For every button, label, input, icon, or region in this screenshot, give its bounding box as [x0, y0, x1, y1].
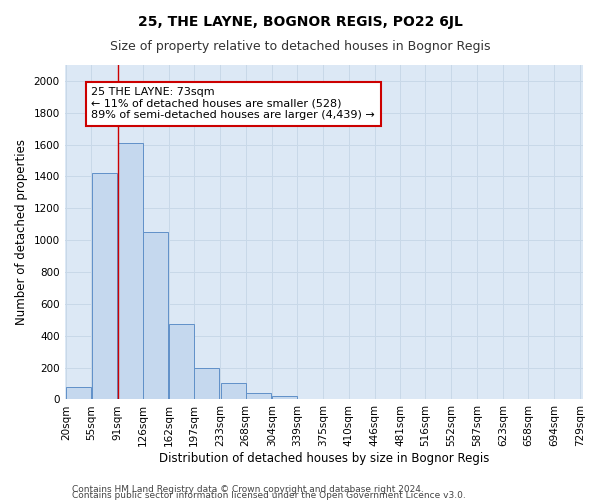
Bar — [221, 382, 245, 400]
Bar — [118, 143, 143, 400]
Bar — [66, 386, 91, 400]
Bar — [92, 174, 116, 400]
Y-axis label: Number of detached properties: Number of detached properties — [15, 139, 28, 325]
Bar — [246, 393, 271, 400]
Bar — [272, 396, 297, 400]
Text: 25, THE LAYNE, BOGNOR REGIS, PO22 6JL: 25, THE LAYNE, BOGNOR REGIS, PO22 6JL — [137, 15, 463, 29]
Text: Size of property relative to detached houses in Bognor Regis: Size of property relative to detached ho… — [110, 40, 490, 53]
Text: Contains HM Land Registry data © Crown copyright and database right 2024.: Contains HM Land Registry data © Crown c… — [72, 486, 424, 494]
Bar — [194, 368, 220, 400]
X-axis label: Distribution of detached houses by size in Bognor Regis: Distribution of detached houses by size … — [159, 452, 489, 465]
Text: 25 THE LAYNE: 73sqm
← 11% of detached houses are smaller (528)
89% of semi-detac: 25 THE LAYNE: 73sqm ← 11% of detached ho… — [91, 88, 375, 120]
Bar — [143, 232, 168, 400]
Text: Contains public sector information licensed under the Open Government Licence v3: Contains public sector information licen… — [72, 492, 466, 500]
Bar — [169, 324, 194, 400]
